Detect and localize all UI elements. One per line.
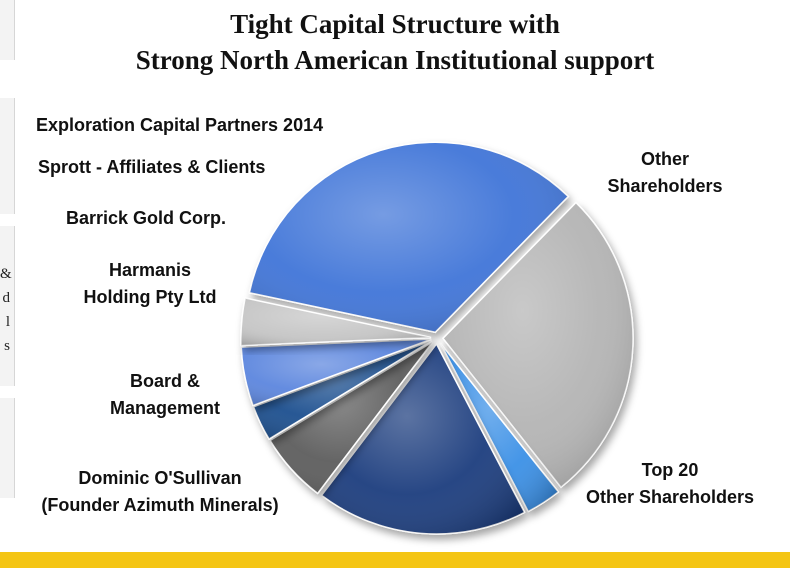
pie-slice-gloss-7 — [241, 339, 432, 406]
label-top20-line1: Top 20 — [641, 460, 699, 480]
chart-title: Tight Capital Structure with Strong Nort… — [0, 6, 790, 78]
side-text-2: d — [2, 290, 11, 306]
label-harmanis-line2: Holding Pty Ltd — [83, 287, 217, 307]
label-sprott: Sprott - Affiliates & Clients — [38, 157, 266, 177]
side-card-middle — [0, 226, 15, 386]
label-board-line1: Board & — [129, 371, 200, 391]
side-card-top — [0, 0, 15, 60]
pie-slice-gloss-2 — [442, 202, 633, 488]
chart-title-line2: Strong North American Institutional supp… — [135, 45, 655, 75]
pie-slice-gloss-6 — [253, 340, 432, 440]
side-text-4: s — [4, 338, 10, 354]
label-other-shareholders: Other Shareholders — [595, 146, 735, 200]
pie-slice-gloss-1 — [249, 142, 569, 333]
pie-slice-gloss-3 — [440, 343, 559, 512]
label-harmanis: Harmanis Holding Pty Ltd — [50, 257, 250, 311]
label-dominic-line1: Dominic O'Sullivan — [78, 468, 242, 488]
label-dominic-line2: (Founder Azimuth Minerals) — [41, 495, 279, 515]
chart-title-line1: Tight Capital Structure with — [230, 9, 560, 39]
label-exploration: Exploration Capital Partners 2014 — [36, 115, 324, 135]
label-barrick: Barrick Gold Corp. — [66, 208, 227, 228]
side-text-3: l — [5, 314, 10, 330]
label-board: Board & Management — [90, 368, 240, 422]
label-board-line2: Management — [109, 398, 221, 418]
pie-slice-gloss-8 — [241, 297, 432, 346]
label-dominic: Dominic O'Sullivan (Founder Azimuth Mine… — [10, 465, 310, 519]
footer-accent-bar — [0, 552, 790, 568]
side-card-lower — [0, 398, 15, 498]
label-other-line1: Other — [640, 149, 689, 169]
side-text-1: & — [0, 266, 12, 282]
label-harmanis-line1: Harmanis — [108, 260, 192, 280]
label-other-line2: Shareholders — [607, 176, 723, 196]
pie-slice-gloss-4 — [321, 343, 525, 534]
label-top20: Top 20 Other Shareholders — [560, 457, 780, 511]
label-top20-line2: Other Shareholders — [585, 487, 755, 507]
side-card-upper — [0, 98, 15, 214]
pie-slice-gloss-5 — [270, 342, 433, 494]
